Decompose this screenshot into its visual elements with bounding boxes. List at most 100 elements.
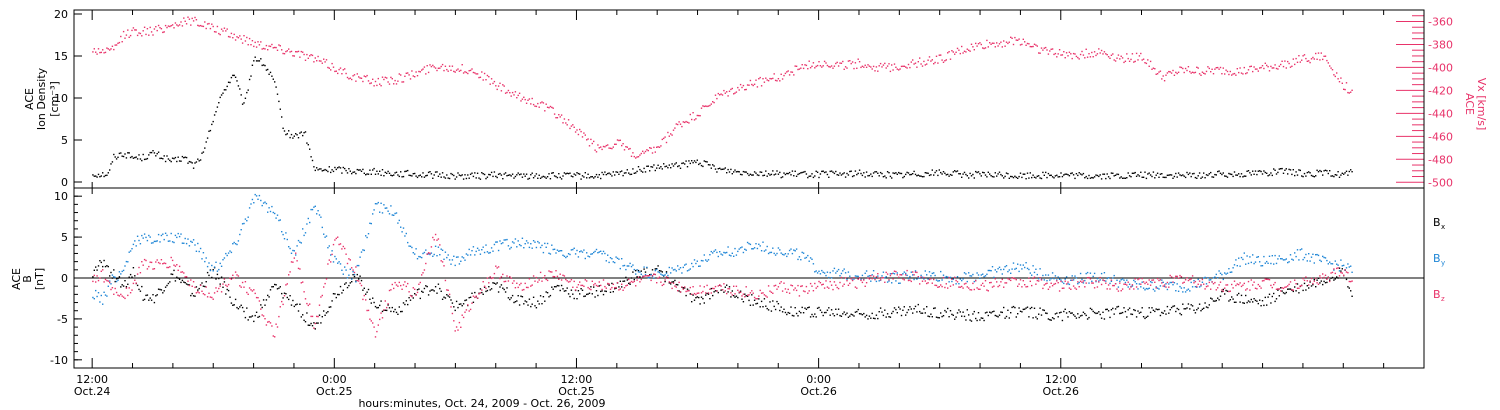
- bz-point: [772, 292, 774, 294]
- bz-point: [337, 236, 339, 238]
- by-point: [1109, 282, 1111, 285]
- velocity-point: [419, 71, 421, 73]
- density-point: [1263, 170, 1265, 172]
- velocity-point: [766, 79, 768, 81]
- velocity-point: [730, 88, 732, 91]
- bz-point: [1130, 286, 1132, 288]
- bz-point: [977, 288, 980, 290]
- bx-point: [1031, 306, 1033, 309]
- velocity-point: [1219, 66, 1222, 69]
- velocity-point: [1058, 49, 1061, 51]
- bx-point: [1196, 309, 1198, 311]
- bz-point: [255, 296, 258, 299]
- velocity-point: [1198, 73, 1201, 75]
- velocity-point: [348, 78, 350, 80]
- by-point: [1215, 273, 1217, 276]
- velocity-point: [383, 78, 385, 81]
- bz-point: [728, 288, 731, 290]
- velocity-point: [1071, 57, 1073, 60]
- bz-point: [879, 279, 882, 281]
- velocity-point: [244, 40, 247, 42]
- density-point: [504, 172, 507, 174]
- bz-point: [423, 269, 426, 271]
- by-point: [941, 279, 943, 281]
- bx-point: [1018, 307, 1020, 309]
- bx-point: [164, 286, 167, 288]
- density-point: [398, 175, 400, 178]
- by-point: [884, 277, 886, 279]
- bx-point: [1273, 292, 1275, 295]
- velocity-point: [472, 71, 475, 74]
- bz-point: [246, 291, 248, 294]
- by-point: [951, 280, 953, 283]
- velocity-point: [836, 61, 838, 64]
- velocity-point: [1077, 56, 1079, 59]
- bx-point: [565, 290, 567, 292]
- bz-point: [777, 286, 780, 288]
- bx-point: [800, 312, 802, 314]
- velocity-point: [427, 71, 430, 74]
- velocity-point: [982, 47, 984, 49]
- density-point: [844, 176, 847, 178]
- density-point: [285, 133, 287, 136]
- bx-point: [549, 294, 552, 297]
- bx-point: [1308, 287, 1310, 289]
- bz-point: [793, 289, 795, 291]
- density-point: [1336, 174, 1338, 176]
- velocity-point: [812, 62, 815, 64]
- bz-point: [414, 288, 416, 290]
- velocity-point: [739, 83, 742, 86]
- velocity-point: [461, 64, 463, 66]
- by-point: [949, 276, 952, 279]
- by-point: [562, 254, 564, 256]
- density-point: [215, 111, 217, 113]
- bx-point: [1046, 312, 1048, 315]
- density-point: [327, 170, 329, 173]
- density-point: [1079, 173, 1082, 175]
- velocity-point: [1102, 53, 1104, 55]
- velocity-point: [423, 66, 426, 68]
- bx-point: [892, 310, 894, 313]
- bz-point: [125, 287, 128, 289]
- density-point: [952, 171, 954, 173]
- velocity-point: [497, 85, 500, 87]
- velocity-point: [590, 138, 592, 141]
- velocity-point: [1306, 60, 1308, 62]
- bz-point: [1184, 279, 1187, 281]
- velocity-point: [786, 71, 788, 73]
- bx-point: [386, 309, 388, 312]
- by-point: [664, 274, 666, 276]
- velocity-point: [937, 62, 939, 64]
- by-point: [899, 282, 901, 284]
- by-point: [832, 270, 834, 272]
- bx-point: [275, 284, 277, 286]
- density-point: [454, 178, 456, 180]
- density-point: [1107, 176, 1110, 178]
- by-point: [177, 232, 179, 235]
- velocity-point: [821, 66, 823, 68]
- velocity-point: [386, 77, 388, 79]
- velocity-point: [1253, 66, 1255, 68]
- density-point: [386, 172, 388, 174]
- by-point: [474, 254, 476, 256]
- by-point: [1177, 290, 1180, 292]
- velocity-point: [272, 47, 274, 49]
- by-point: [472, 246, 475, 248]
- bx-point: [181, 279, 184, 282]
- velocity-point: [587, 138, 589, 140]
- bz-point: [1205, 285, 1208, 288]
- by-point: [453, 255, 455, 257]
- by-point: [639, 271, 641, 273]
- bx-point: [369, 298, 371, 300]
- by-point: [1292, 259, 1294, 261]
- bz-point: [801, 285, 803, 287]
- velocity-point: [830, 65, 833, 67]
- velocity-point: [260, 41, 262, 43]
- by-point: [593, 251, 595, 254]
- bx-point: [899, 308, 901, 310]
- bz-point: [500, 276, 503, 278]
- bz-point: [206, 296, 209, 298]
- density-point: [1189, 172, 1191, 174]
- velocity-point: [286, 50, 288, 52]
- bz-point: [1351, 280, 1353, 282]
